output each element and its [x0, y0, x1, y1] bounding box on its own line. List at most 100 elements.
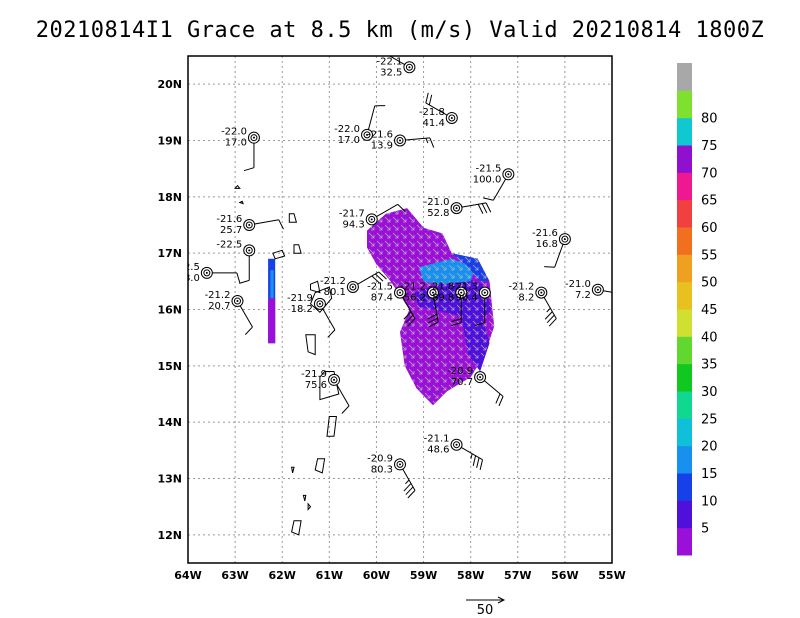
station-temp-label: -21.5 — [475, 163, 501, 174]
island-outline — [293, 244, 302, 254]
station-marker-dot — [236, 300, 239, 303]
station-temp-label: -21.2 — [508, 282, 534, 293]
station-plot: -22.017.0 — [334, 105, 386, 146]
wind-barb-full — [483, 197, 494, 201]
wind-barb-staff — [603, 290, 612, 293]
station-marker-inner — [396, 460, 404, 468]
station-marker-inner — [250, 134, 258, 142]
station-marker-dot — [399, 463, 401, 466]
chart-title: 20210814I1 Grace at 8.5 km (m/s) Valid 2… — [35, 18, 765, 43]
station-temp-label: -21.2 — [400, 282, 426, 293]
station-marker-dot — [370, 218, 373, 221]
station-marker-inner — [476, 373, 484, 381]
station-temp-label: -21.8 — [428, 282, 454, 293]
wind-barb-full — [476, 457, 480, 468]
station-temp-label: -21.6 — [216, 214, 242, 225]
station-plots: -22.132.5-21.841.4-22.017.0-22.017.0 -21.… — [174, 42, 612, 499]
station-temp-label: -21.3 — [452, 282, 478, 293]
station-value-label: 8.2 — [518, 293, 534, 304]
colorbar-label: 80 — [701, 112, 718, 127]
island-outline — [291, 466, 295, 474]
colorbar-label: 65 — [701, 194, 718, 209]
station-marker-dot — [366, 133, 369, 136]
x-tick-label: 56W — [551, 569, 578, 582]
station-marker-inner — [504, 170, 512, 178]
station-marker-inner — [363, 131, 371, 139]
y-tick-label: 12N — [157, 529, 182, 542]
station-marker-inner — [429, 289, 437, 297]
wind-barb-full — [544, 266, 555, 268]
wind-barb-full — [546, 314, 555, 324]
station-plot: -21.918.2 — [287, 293, 336, 338]
wind-speed-field — [268, 208, 495, 406]
colorbar-swatch — [677, 90, 692, 119]
wind-barb-full — [405, 486, 414, 495]
wind-barb-full — [472, 455, 477, 466]
wind-barb-staff — [367, 105, 376, 130]
station-temp-label: -21.6 — [532, 228, 558, 239]
wind-barb-full — [403, 311, 412, 320]
reference-vector: 50 — [466, 596, 506, 618]
station-marker-dot — [248, 249, 251, 252]
colorbar-swatch — [677, 500, 692, 529]
station-plot: -22.518.0 — [174, 262, 241, 284]
station-marker-inner — [448, 114, 456, 122]
wind-barb-full — [428, 321, 439, 328]
x-tick-label: 61W — [316, 569, 343, 582]
wind-barb-half — [425, 138, 429, 144]
colorbar-swatch — [677, 473, 692, 501]
colorbar-label: 25 — [701, 412, 718, 427]
x-tick-label: 64W — [174, 569, 201, 582]
station-temp-label: -21.6 — [367, 130, 393, 141]
station-marker-inner — [405, 63, 413, 71]
station-marker-dot — [399, 291, 401, 294]
island-outline — [272, 249, 286, 260]
colorbar-label: 45 — [701, 303, 718, 318]
y-tick-label: 16N — [157, 304, 182, 317]
colorbar-swatch — [677, 281, 692, 310]
station-value-label: 94.3 — [342, 219, 364, 230]
station-plot: -21.587.4 — [367, 282, 416, 327]
x-axis-ticks: 64W 63W 62W 61W 60W 59W 58W 57W 56W 55W — [174, 569, 625, 582]
colorbar-swatch — [677, 63, 692, 91]
station-marker-dot — [252, 136, 255, 139]
colorbar-swatch — [677, 172, 692, 201]
station-value-label: 18.2 — [291, 304, 313, 315]
station-plot: -21.220.7 — [205, 290, 253, 335]
station-marker-inner — [457, 289, 465, 297]
wind-barb-full — [474, 322, 485, 327]
station-plot: -21.616.8 — [532, 228, 571, 268]
station-plot: -21.841.4 — [419, 92, 458, 129]
station-value-label: 13.9 — [371, 141, 393, 152]
station-marker-dot — [540, 291, 543, 294]
station-marker-dot — [205, 271, 208, 274]
y-tick-label: 20N — [157, 78, 182, 91]
colorbar-label: 60 — [701, 221, 718, 236]
wind-barb-full — [407, 318, 416, 327]
wind-barb-full — [405, 314, 414, 324]
island-outline — [310, 280, 321, 294]
station-plot: -22.132.5 — [377, 42, 416, 78]
wind-barb-staff — [492, 178, 507, 201]
wind-barb-full — [498, 396, 504, 407]
colorbar-swatch — [677, 391, 692, 419]
station-marker-dot — [450, 116, 453, 119]
wind-barb-full — [383, 42, 385, 52]
wind-barb-full — [407, 490, 416, 499]
station-marker-inner — [396, 137, 404, 144]
island-outline — [307, 502, 312, 511]
wind-barb-staff — [254, 219, 279, 225]
wind-barb-full — [378, 271, 387, 280]
colorbar-label: 70 — [701, 166, 718, 181]
colorbar-swatch — [677, 363, 692, 392]
wind-barb-full — [485, 202, 492, 213]
wind-barb-staff — [402, 468, 416, 491]
x-tick-label: 58W — [457, 569, 484, 582]
station-value-label: 100.0 — [473, 174, 502, 185]
station-temp-label: -22.5 — [174, 262, 200, 273]
station-marker-inner — [594, 286, 602, 294]
station-temp-label: -21.2 — [320, 276, 346, 287]
colorbar-label: 15 — [701, 467, 718, 482]
station-marker-dot — [248, 224, 251, 226]
island-outline — [319, 371, 340, 401]
